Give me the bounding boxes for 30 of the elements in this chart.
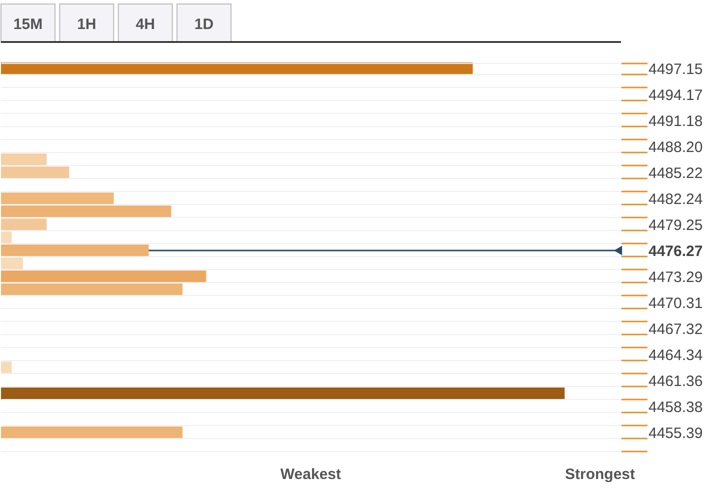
y-tick-label: 4494.17	[648, 87, 703, 104]
bar	[1, 270, 206, 282]
bar	[1, 232, 12, 244]
text: 1H	[77, 16, 96, 33]
y-tick-label: 4467.32	[648, 321, 703, 338]
bar	[1, 258, 23, 270]
bar	[1, 284, 182, 296]
text: 4H	[136, 16, 155, 33]
text: 1D	[194, 16, 214, 33]
y-tick-label: 4476.27	[648, 243, 703, 260]
bar	[1, 362, 12, 374]
text: Weakest	[280, 466, 342, 483]
text: Strongest	[565, 466, 636, 483]
text: 15M	[13, 16, 43, 33]
y-tick-label: 4458.38	[648, 399, 703, 416]
y-tick-label: 4464.34	[648, 347, 703, 364]
y-tick-label: 4473.29	[648, 269, 703, 286]
bar	[1, 218, 47, 230]
bar	[1, 388, 565, 400]
y-tick-label: 4488.20	[648, 139, 703, 156]
y-tick-label: 4461.36	[648, 373, 703, 390]
y-tick-label: 4491.18	[648, 113, 703, 130]
y-tick-label: 4482.24	[648, 191, 703, 208]
y-tick-label: 4479.25	[648, 217, 703, 234]
y-tick-label: 4470.31	[648, 295, 703, 312]
y-tick-label: 4497.15	[648, 61, 703, 78]
y-tick-label: 4485.22	[648, 165, 703, 182]
y-tick-label: 4455.39	[648, 425, 703, 442]
bar	[1, 244, 149, 256]
bar	[1, 426, 182, 438]
